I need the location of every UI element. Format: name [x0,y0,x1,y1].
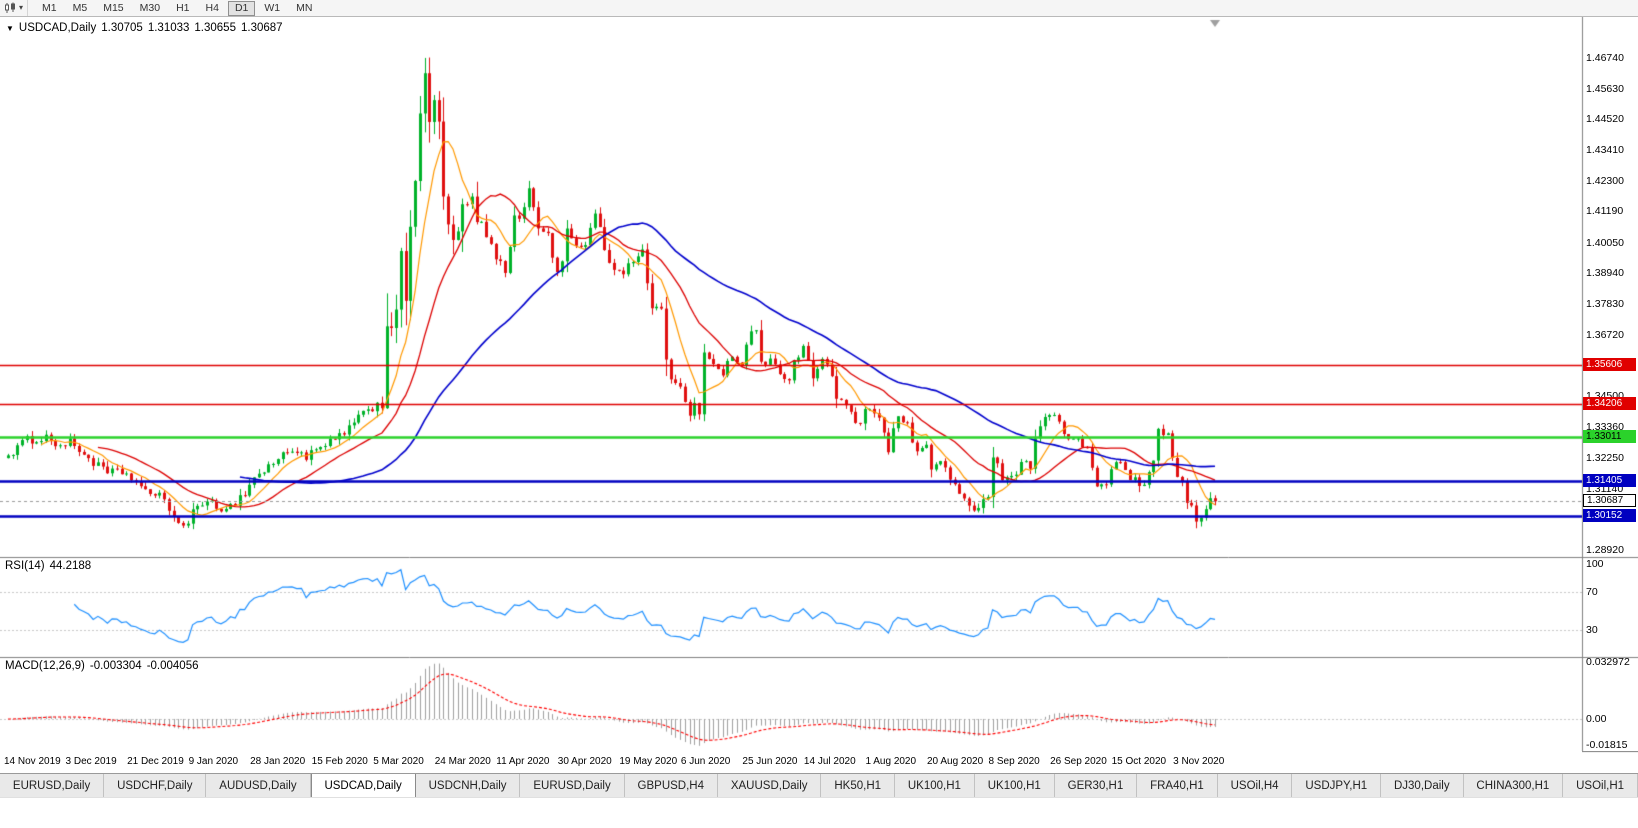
rsi-axis-label: 30 [1586,624,1598,637]
chart-window: ▼ USDCAD,Daily 1.30705 1.31033 1.30655 1.3068… [0,17,1638,773]
date-axis-label: 1 Aug 2020 [865,756,917,767]
chart-tab-eurusd-daily[interactable]: EURUSD,Daily [0,774,105,797]
chart-tab-usdcad-daily[interactable]: USDCAD,Daily [310,774,416,797]
ohlc-low: 1.30655 [194,22,236,34]
price-axis-label: 1.36720 [1586,328,1624,341]
chart-tab-usdchf-daily[interactable]: USDCHF,Daily [104,774,207,797]
macd-axis-label: -0.01815 [1586,739,1628,751]
price-axis-label: 1.46740 [1586,51,1624,64]
date-axis-label: 5 Mar 2020 [373,756,424,767]
date-axis-label: 21 Dec 2019 [127,756,184,767]
macd-indicator-label: MACD(12,26,9) [5,660,85,672]
price-axis-label: 1.28920 [1586,544,1624,557]
candlestick-chart-icon [5,2,15,13]
chart-tab-uk100-h1[interactable]: UK100,H1 [975,774,1055,797]
price-line-badge: 1.34206 [1583,397,1636,411]
date-axis-label: 26 Sep 2020 [1050,756,1107,767]
chart-tab-uk100-h1[interactable]: UK100,H1 [895,774,975,797]
chart-tab-eurusd-daily[interactable]: EURUSD,Daily [520,774,625,797]
ohlc-close: 1.30687 [240,22,283,34]
date-axis-label: 3 Dec 2019 [65,756,117,767]
price-line-badge: 1.35606 [1583,358,1636,372]
price-line-badge: 1.33011 [1583,430,1636,444]
time-axis[interactable]: 14 Nov 2019 3 Dec 2019 21 Dec 2019 9 Jan 20… [0,751,1582,773]
chart-tab-usoil-h4[interactable]: USOil,H4 [1218,774,1293,797]
timeframe-button-m15[interactable]: M15 [96,1,130,16]
date-axis-label: 24 Mar 2020 [434,756,491,767]
timeframe-button-m5[interactable]: M5 [66,1,95,16]
chart-tab-usdcnh-daily[interactable]: USDCNH,Daily [416,774,521,797]
timeframe-buttons: M1 M5 M15 M30 H1 H4 D1 W1 MN [34,0,320,16]
price-axis-label: 1.43410 [1586,143,1624,156]
rsi-axis-label: 100 [1586,557,1604,570]
price-axis-label: 1.42300 [1586,174,1624,187]
timeframe-button-d1[interactable]: D1 [227,0,256,16]
date-axis-label: 28 Jan 2020 [250,756,306,767]
chart-type-control[interactable]: ▾ [0,0,29,16]
chart-tab-fra40-h1[interactable]: FRA40,H1 [1137,774,1218,797]
timeframe-button-mn[interactable]: MN [289,1,319,16]
rsi-indicator-label: RSI(14) [5,560,45,572]
price-axis-label: 1.38940 [1586,267,1624,280]
chart-tab-xauusd-daily[interactable]: XAUUSD,Daily [718,774,822,797]
rsi-pane-title: RSI(14) 44.2188 [5,560,96,572]
price-line-badge: 1.31405 [1583,474,1636,488]
date-axis-label: 3 Nov 2020 [1173,756,1225,767]
chart-tab-audusd-daily[interactable]: AUDUSD,Daily [206,774,311,797]
date-axis-label: 15 Oct 2020 [1111,756,1167,767]
date-axis-label: 11 Apr 2020 [496,756,550,767]
chart-tab-bar: EURUSD,Daily USDCHF,Daily AUDUSD,Daily USDC… [0,773,1638,797]
date-axis-label: 15 Feb 2020 [311,756,368,767]
date-axis-label: 30 Apr 2020 [557,756,612,767]
price-axis-label: 1.44520 [1586,113,1624,126]
chart-tab-usdjpy-h1[interactable]: USDJPY,H1 [1292,774,1382,797]
price-axis[interactable]: 1.46740 1.45630 1.44520 1.43410 1.42300 1.411… [1582,17,1638,751]
chart-tab-china300-h1[interactable]: CHINA300,H1 [1464,774,1564,797]
chart-symbol-period: USDCAD,Daily [18,22,97,34]
chart-tab-ger30-h1[interactable]: GER30,H1 [1055,774,1138,797]
status-strip [0,797,1638,828]
price-line-badge: 1.30152 [1583,509,1636,523]
rsi-axis-label: 70 [1586,586,1598,599]
rsi-indicator-value: 44.2188 [49,560,92,572]
price-axis-label: 1.45630 [1586,82,1624,95]
macd-pane-title: MACD(12,26,9) -0.003304 -0.004056 [5,660,203,672]
macd-axis-label: 0.00 [1586,712,1607,725]
chart-tab-gbpusd-h4[interactable]: GBPUSD,H4 [625,774,718,797]
timeframe-toolbar: ▾ M1 M5 M15 M30 H1 H4 D1 W1 MN [0,0,1638,17]
price-chart-canvas[interactable] [0,17,1638,773]
date-axis-label: 25 Jun 2020 [742,756,798,767]
timeframe-button-m1[interactable]: M1 [35,1,64,16]
chart-title: ▼ USDCAD,Daily 1.30705 1.31033 1.30655 1.3068… [6,22,288,34]
timeframe-button-h4[interactable]: H4 [199,1,226,16]
ohlc-open: 1.30705 [101,22,143,34]
date-axis-label: 9 Jan 2020 [188,756,239,767]
timeframe-button-h1[interactable]: H1 [169,1,196,16]
macd-signal-value: -0.004056 [146,660,199,672]
price-axis-label: 1.41190 [1586,205,1624,218]
macd-axis-label: 0.032972 [1586,655,1630,668]
date-axis-label: 14 Nov 2019 [4,756,61,767]
date-axis-label: 19 May 2020 [619,756,678,767]
date-axis-label: 14 Jul 2020 [803,756,856,767]
price-axis-label: 1.40050 [1586,236,1624,249]
ohlc-high: 1.31033 [147,22,190,34]
price-axis-label: 1.32250 [1586,452,1624,465]
chart-tab-dj30-daily[interactable]: DJ30,Daily [1381,774,1464,797]
timeframe-button-w1[interactable]: W1 [257,1,287,16]
macd-main-value: -0.003304 [89,660,142,672]
chart-tab-usoil-h1[interactable]: USOil,H1 [1563,774,1638,797]
current-price-badge: 1.30687 [1583,494,1636,508]
chart-tab-hk50-h1[interactable]: HK50,H1 [821,774,895,797]
chart-dropdown-arrow-icon: ▾ [19,3,24,12]
timeframe-button-m30[interactable]: M30 [133,1,167,16]
date-axis-label: 20 Aug 2020 [927,756,984,767]
chart-title-marker-icon: ▼ [6,24,14,33]
price-axis-label: 1.37830 [1586,297,1624,310]
date-axis-label: 6 Jun 2020 [680,756,731,767]
date-axis-label: 8 Sep 2020 [988,756,1040,767]
